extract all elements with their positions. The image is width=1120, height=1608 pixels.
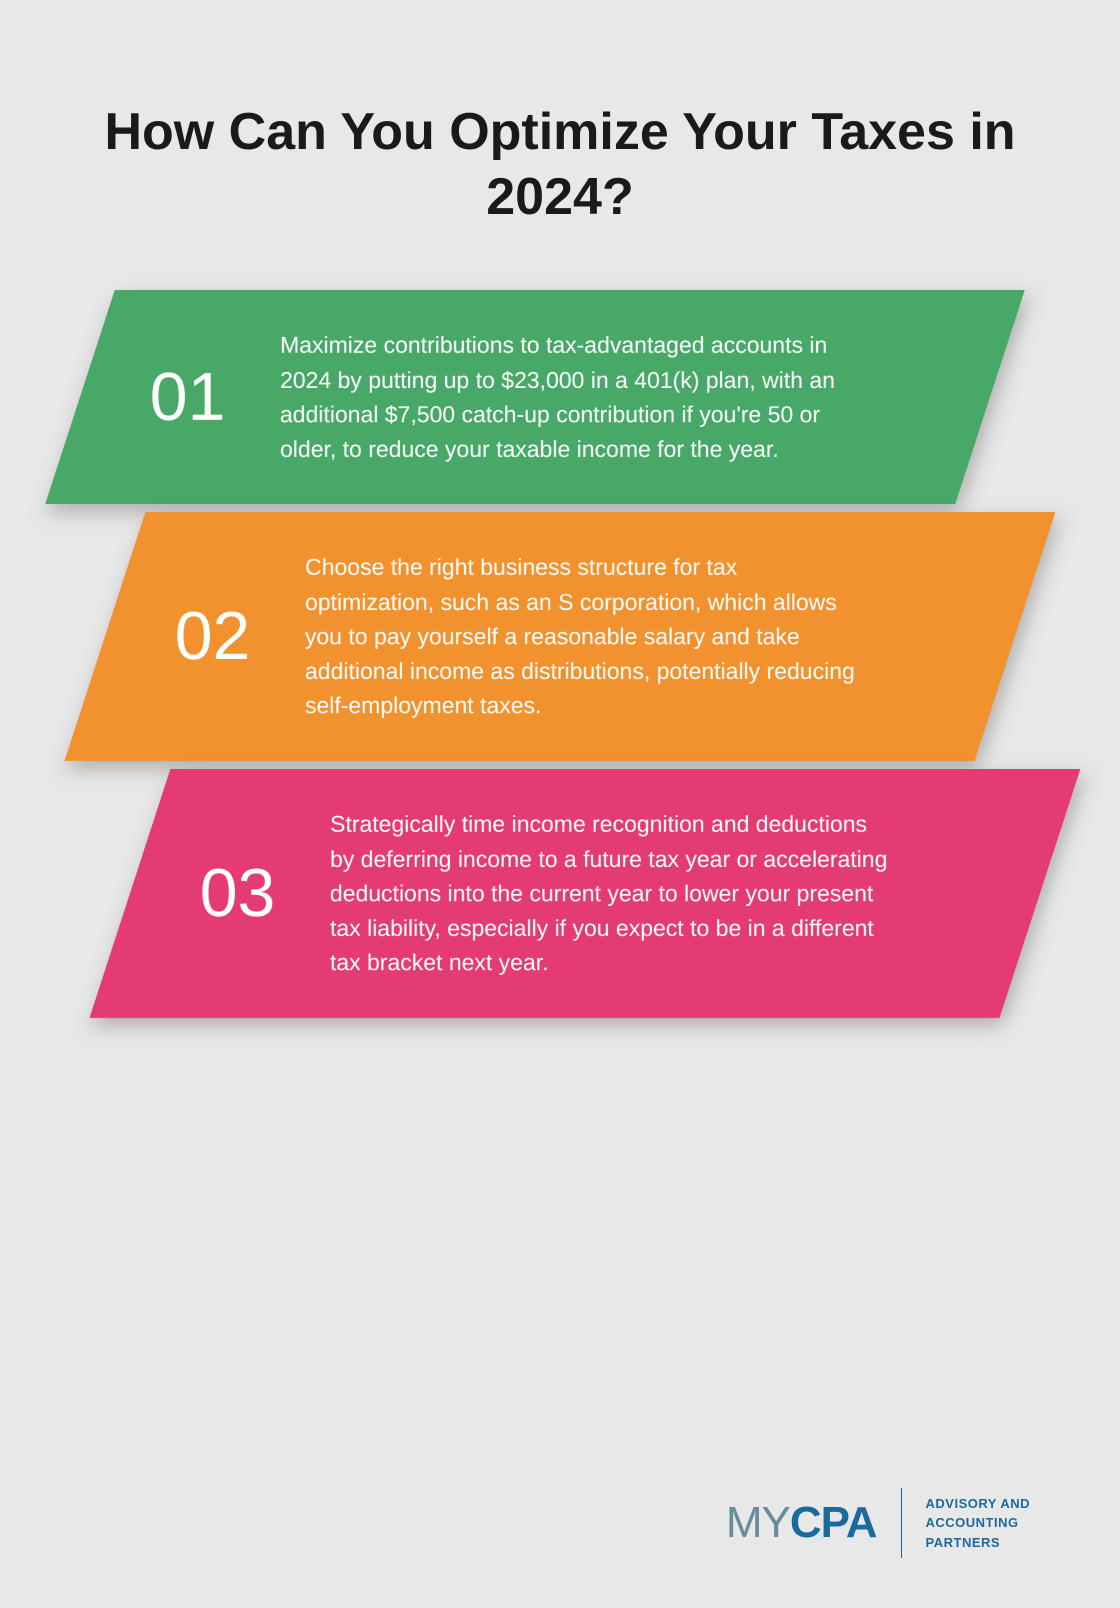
tip-number-2: 02	[155, 597, 270, 675]
cards-container: 01 Maximize contributions to tax-advanta…	[0, 290, 1120, 1017]
tagline-line-1: ADVISORY AND	[926, 1494, 1030, 1514]
tip-card-1: 01 Maximize contributions to tax-advanta…	[45, 290, 1025, 504]
tip-number-1: 01	[130, 358, 245, 436]
brand-logo-cpa: CPA	[790, 1498, 877, 1547]
tip-number-3: 03	[180, 854, 295, 932]
brand-tagline: ADVISORY AND ACCOUNTING PARTNERS	[926, 1494, 1030, 1553]
footer-divider	[901, 1488, 902, 1558]
brand-logo-my: MY	[726, 1498, 790, 1547]
tip-text-2: Choose the right business structure for …	[305, 550, 865, 723]
footer-logo-block: MYCPA ADVISORY AND ACCOUNTING PARTNERS	[726, 1488, 1030, 1558]
tagline-line-3: PARTNERS	[926, 1533, 1030, 1553]
tip-text-1: Maximize contributions to tax-advantaged…	[280, 328, 840, 466]
tip-card-3: 03 Strategically time income recognition…	[90, 769, 1081, 1018]
page-title: How Can You Optimize Your Taxes in 2024?	[0, 0, 1120, 290]
brand-logo: MYCPA	[726, 1498, 877, 1548]
tagline-line-2: ACCOUNTING	[926, 1513, 1030, 1533]
tip-card-2: 02 Choose the right business structure f…	[65, 512, 1056, 761]
tip-text-3: Strategically time income recognition an…	[330, 807, 890, 980]
